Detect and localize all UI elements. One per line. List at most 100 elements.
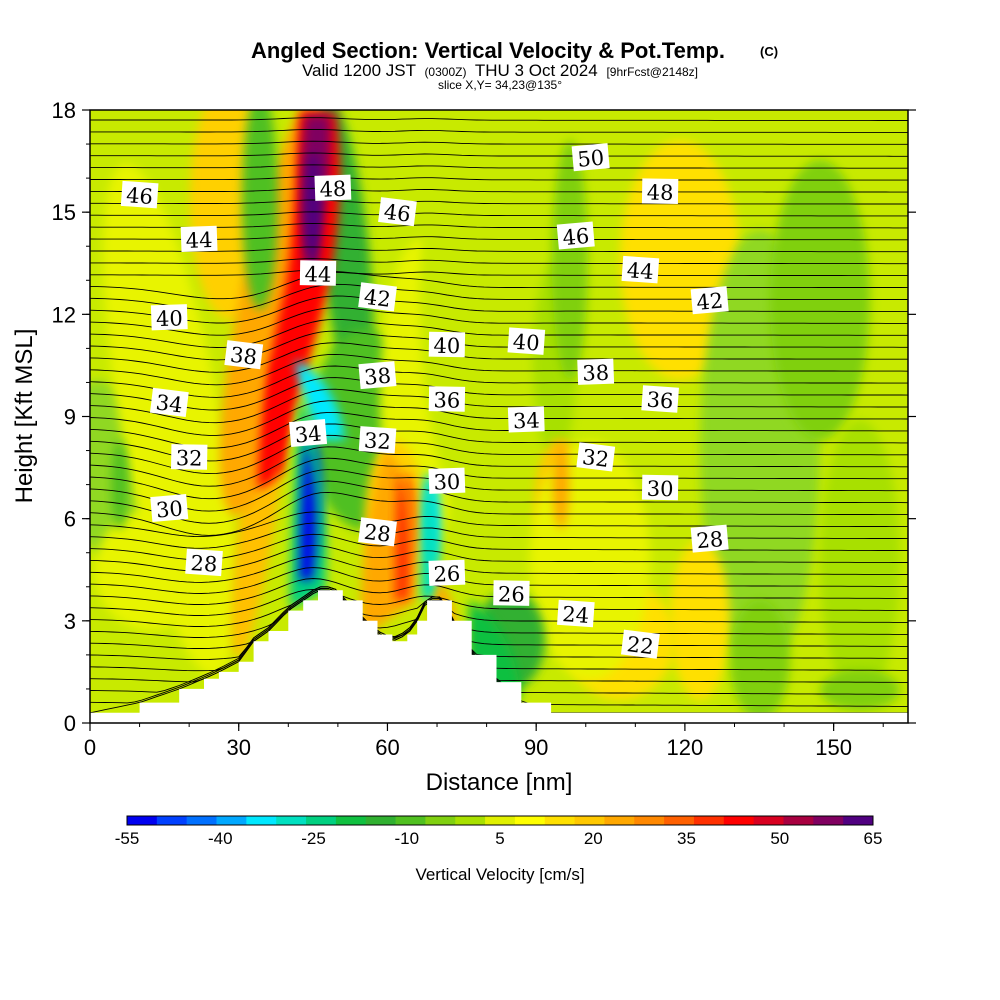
isentrope-lines: [90, 117, 908, 714]
isentrope: [90, 307, 908, 336]
isentrope-label-text: 30: [647, 477, 674, 501]
isentrope-label: 50: [571, 143, 610, 172]
isentrope-label-text: 36: [646, 388, 674, 414]
isentrope: [90, 129, 908, 133]
slice-subtitle: slice X,Y= 34,23@135°: [438, 78, 562, 92]
isentrope: [90, 187, 908, 193]
colorbar: -55 -40 -25 -10 5 20 35 50 65: [115, 815, 882, 848]
colorbar-swatch: [693, 816, 725, 825]
isentrope-label-text: 30: [433, 470, 461, 495]
isentrope-label-box: [150, 304, 188, 331]
isentrope-label-box: [556, 221, 595, 250]
colorbar-frame: [126, 815, 874, 826]
isentrope-label: 40: [150, 304, 188, 331]
isentrope: [90, 140, 908, 145]
field-band: [770, 160, 870, 440]
isentrope-label-text: 22: [625, 632, 654, 659]
colorbar-swatch: [276, 816, 307, 825]
isentrope: [90, 295, 908, 324]
isentrope-label-box: [170, 444, 208, 470]
isentrope-label: 26: [428, 559, 466, 587]
isentrope-label: 34: [507, 406, 545, 433]
valid-time-subtitle: Valid 1200 JST (0300Z) THU 3 Oct 2024 [9…: [302, 61, 698, 80]
isentrope-label-box: [493, 580, 530, 606]
isentrope-label-box: [314, 174, 352, 201]
isentrope-label-text: 38: [582, 361, 610, 386]
isentrope-label: 28: [358, 517, 397, 547]
terrain-mask: [90, 590, 908, 723]
isentrope-label-text: 26: [433, 562, 461, 587]
isentrope-label-text: 42: [363, 285, 392, 312]
isentrope-label-box: [428, 467, 466, 494]
colorbar-tick-label: 5: [495, 829, 504, 848]
colorbar-swatch: [664, 816, 695, 825]
isentrope-label: 44: [621, 255, 660, 284]
isentrope: [90, 164, 908, 169]
colorbar-swatch: [485, 816, 516, 825]
field-band: [420, 110, 580, 550]
isentrope-label-text: 24: [562, 602, 590, 628]
isentrope-label: 40: [507, 327, 546, 356]
isentrope-label: 46: [378, 197, 417, 227]
colorbar-swatch: [425, 816, 456, 825]
isentrope-label-text: 32: [581, 445, 610, 472]
isentrope: [90, 234, 908, 241]
downdraft-band: [295, 360, 345, 440]
isentrope-label: 24: [557, 599, 595, 628]
colorbar-swatch: [246, 816, 277, 825]
colorbar-tick-label: -40: [208, 829, 233, 848]
isentrope: [90, 586, 908, 627]
isentrope: [90, 199, 908, 205]
isentrope-label: 32: [170, 444, 208, 471]
isentrope-labels: 50 48 48 46 46 46 44 44 44 42 42 40 40 40 38 38 38 36 36 34…: [120, 143, 729, 659]
isentrope-label-box: [358, 517, 397, 547]
isentrope: [90, 318, 908, 348]
isentrope-label: 32: [358, 426, 397, 454]
colorbar-swatch: [783, 816, 814, 825]
isentrope-label: 46: [120, 180, 159, 209]
isentrope-label-box: [149, 387, 189, 418]
colorbar-tick-label: 20: [584, 829, 603, 848]
x-tick-label: 60: [375, 735, 399, 760]
isentrope-label-box: [571, 143, 610, 172]
isentrope-label-text: 46: [125, 183, 153, 209]
y-tick-label: 15: [52, 200, 76, 225]
isentrope: [90, 365, 908, 398]
isentrope-label: 34: [289, 418, 328, 448]
isentrope-label: 42: [358, 282, 397, 312]
y-tick-label: 9: [64, 405, 76, 430]
colorbar-swatch: [574, 816, 605, 825]
isentrope-label-box: [690, 286, 729, 315]
isentrope: [90, 269, 908, 277]
isentrope-label-text: 34: [513, 408, 541, 433]
isentrope: [90, 586, 908, 695]
isentrope-label: 26: [493, 580, 530, 607]
isentrope-label: 28: [185, 548, 223, 577]
colorbar-swatch: [455, 816, 486, 825]
isentrope-label-box: [358, 426, 397, 454]
field-band: [670, 540, 730, 700]
y-tick-label: 18: [52, 98, 76, 123]
isentrope: [90, 491, 908, 536]
x-tick-label: 120: [667, 735, 704, 760]
isentrope: [90, 533, 908, 561]
isentrope-label: 48: [314, 174, 352, 202]
isentrope-label: 30: [428, 467, 466, 495]
copyright-mark: (C): [760, 44, 778, 59]
field-band: [820, 670, 900, 710]
colorbar-swatch: [156, 816, 188, 825]
isentrope-label: 38: [577, 358, 615, 386]
isentrope-label: 28: [690, 524, 729, 553]
isentrope: [90, 258, 908, 265]
field-band: [552, 140, 588, 380]
isentrope: [90, 586, 908, 661]
colorbar-tick-label: -25: [301, 829, 326, 848]
isentrope: [90, 246, 908, 253]
isentrope-label-text: 46: [562, 224, 591, 250]
isentrope: [90, 152, 908, 157]
colorbar-swatch: [395, 816, 426, 825]
isentrope-label-text: 32: [176, 446, 203, 470]
isentrope-label-text: 28: [695, 527, 724, 553]
colorbar-tick-label: -55: [115, 829, 140, 848]
colorbar-swatch: [514, 816, 546, 825]
